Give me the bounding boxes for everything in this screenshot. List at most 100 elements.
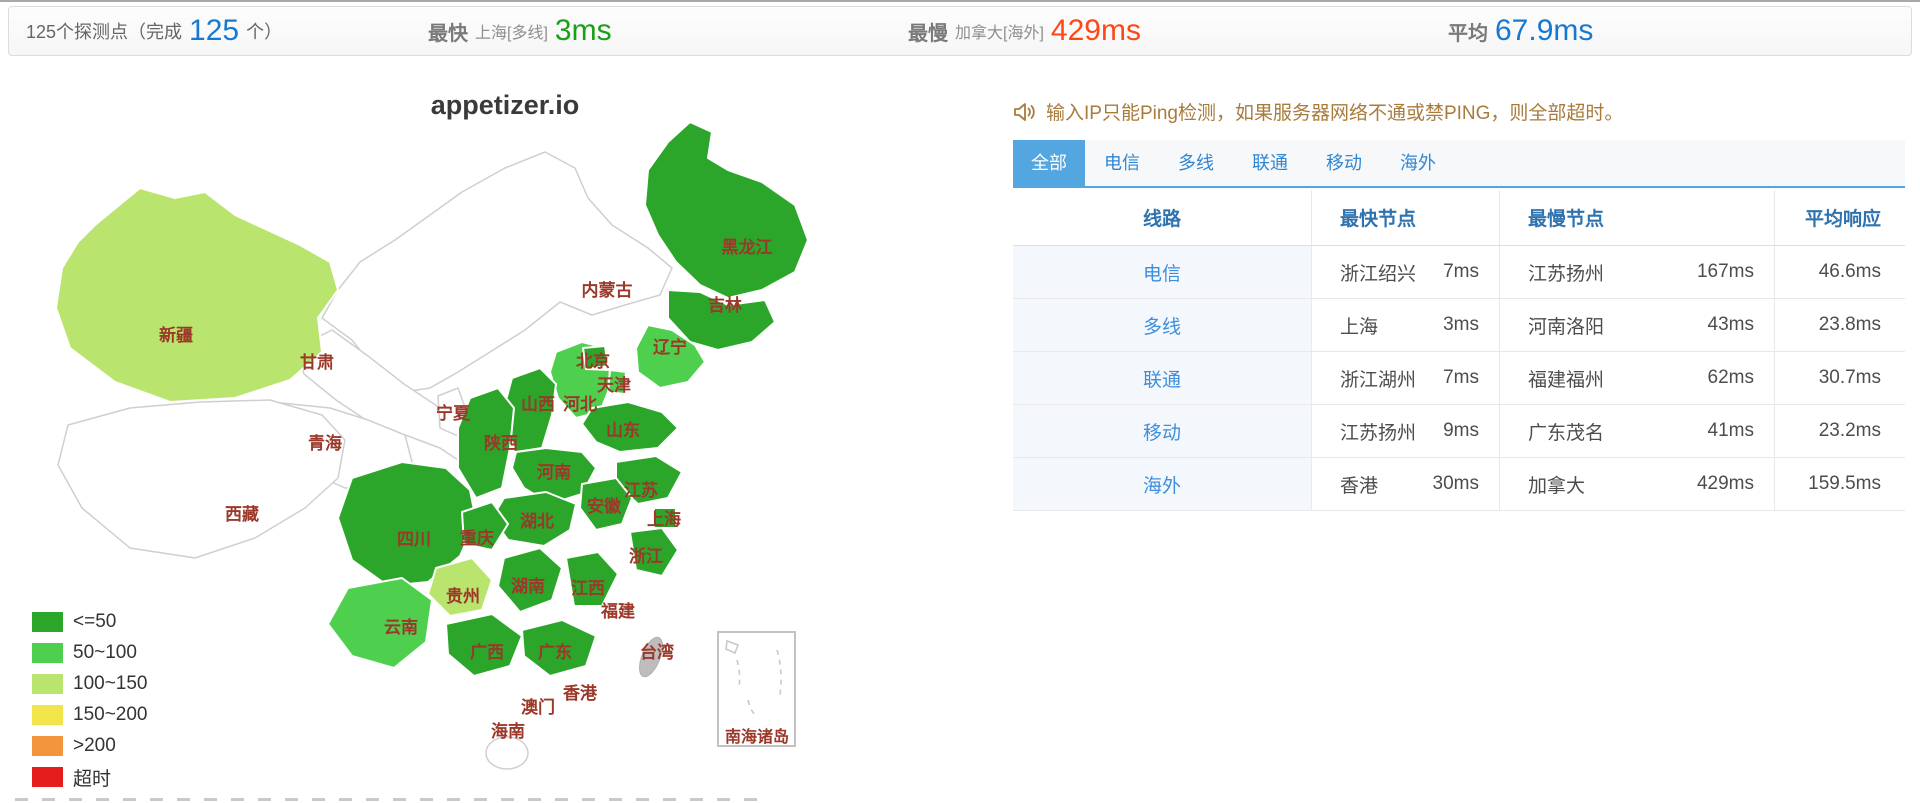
slowest-node-ms: 429ms: [1696, 473, 1754, 494]
slowest-node-ms: 167ms: [1696, 261, 1754, 282]
legend-swatch: [32, 674, 63, 694]
average-stat: 平均 67.9ms: [1448, 7, 1593, 55]
province-neimenggu: [321, 151, 673, 393]
legend-label: <=50: [73, 611, 117, 632]
province-label-shandong: 山东: [606, 420, 640, 440]
province-jiangxi: [565, 551, 619, 607]
legend-item: 超时: [32, 767, 148, 790]
probes-suffix: 个）: [246, 22, 283, 42]
fastest-label: 最快: [428, 22, 468, 45]
legend-label: 超时: [73, 768, 112, 790]
fastest-node-ms: 9ms: [1443, 420, 1479, 441]
cell-fastest: 上海 3ms: [1312, 299, 1500, 351]
province-chongqing: [461, 501, 509, 551]
province-guizhou: [427, 557, 493, 617]
cell-fastest: 浙江绍兴 7ms: [1312, 246, 1500, 298]
province-label-hubei: 湖北: [520, 512, 554, 531]
fastest-node-name: 江苏扬州: [1340, 422, 1417, 444]
slowest-node-name: 河南洛阳: [1528, 316, 1605, 338]
cell-average: 46.6ms: [1818, 261, 1881, 282]
tab-unicom[interactable]: 联通: [1252, 153, 1288, 173]
cell-fastest: 香港 30ms: [1312, 458, 1500, 510]
ping-notice: 输入IP只能Ping检测，如果服务器网络不通或禁PING，则全部超时。: [1012, 98, 1623, 125]
cell-average: 30.7ms: [1818, 367, 1881, 388]
speaker-icon: [1014, 102, 1035, 121]
legend-item: 150~200: [32, 704, 148, 725]
province-label-taiwan: 台湾: [640, 642, 674, 662]
fastest-node-name: 浙江绍兴: [1340, 263, 1417, 285]
fastest-value: 3ms: [554, 14, 612, 47]
cell-line: 海外: [1013, 458, 1312, 510]
slowest-label: 最慢: [908, 22, 948, 45]
map-title: appetizer.io: [430, 90, 580, 120]
province-zhejiang: [629, 527, 679, 577]
province-label-beijing: 北京: [576, 351, 610, 371]
latency-table: 线路 最快节点 最慢节点 平均响应 电信 浙江绍兴 7ms 江苏扬州 167ms 46.6…: [1013, 190, 1905, 511]
province-label-shanghai: 上海: [647, 509, 681, 529]
legend-label: 50~100: [73, 642, 137, 663]
fastest-node: 上海[多线]: [475, 25, 548, 42]
province-label-xizang: 西藏: [225, 505, 259, 524]
province-sichuan: [337, 461, 477, 587]
province-label-tianjin: 天津: [597, 375, 631, 395]
province-label-jilin: 吉林: [708, 295, 742, 315]
province-hainan: [485, 736, 529, 770]
province-label-chongqing: 重庆: [460, 528, 494, 548]
province-label-jiangxi: 江西: [571, 579, 605, 598]
probes-prefix: 125个探测点（完成: [26, 22, 183, 42]
slowest-value: 429ms: [1050, 14, 1141, 47]
province-label-hunan: 湖南: [511, 576, 545, 596]
slowest-node-ms: 43ms: [1707, 314, 1754, 335]
header-fastest: 最快节点: [1312, 190, 1500, 245]
cell-fastest: 江苏扬州 9ms: [1312, 405, 1500, 457]
province-tianjin: [607, 369, 627, 395]
legend-swatch: [32, 705, 63, 725]
header-slowest: 最慢节点: [1500, 190, 1775, 245]
tab-telecom[interactable]: 电信: [1104, 153, 1140, 173]
slowest-node-ms: 41ms: [1707, 420, 1754, 441]
legend-label: 100~150: [73, 673, 148, 694]
legend-swatch: [32, 736, 63, 756]
probes-count: 125: [189, 14, 240, 47]
cell-average: 159.5ms: [1808, 473, 1881, 494]
province-taiwan: [639, 636, 663, 678]
tab-all[interactable]: 全部: [1013, 140, 1085, 186]
line-tabs: 全部 电信 多线 联通 移动 海外: [1013, 140, 1905, 188]
fastest-node-ms: 3ms: [1443, 314, 1479, 335]
slowest-node: 加拿大[海外]: [955, 25, 1044, 42]
table-row: 移动 江苏扬州 9ms 广东茂名 41ms 23.2ms: [1013, 405, 1905, 458]
fastest-node-name: 浙江湖州: [1340, 369, 1417, 391]
province-shanghai: [653, 507, 677, 529]
cell-slowest: 广东茂名 41ms: [1500, 405, 1775, 457]
cell-slowest: 加拿大 429ms: [1500, 458, 1775, 510]
province-label-gansu: 甘肃: [300, 352, 334, 372]
province-label-sichuan: 四川: [397, 530, 431, 549]
tab-multiline[interactable]: 多线: [1178, 153, 1214, 173]
province-guangxi: [445, 613, 523, 677]
slowest-node-name: 广东茂名: [1528, 422, 1605, 444]
province-label-xinjiang: 新疆: [159, 325, 193, 345]
province-label-zhejiang: 浙江: [629, 546, 663, 566]
cell-line: 移动: [1013, 405, 1312, 457]
legend-item: >200: [32, 735, 148, 756]
fastest-node-ms: 7ms: [1443, 261, 1479, 282]
province-heilongjiang: [644, 121, 809, 299]
province-label-macau: 澳门: [521, 697, 555, 717]
fastest-node-ms: 30ms: [1432, 473, 1479, 494]
cell-line: 联通: [1013, 352, 1312, 404]
province-label-neimenggu: 内蒙古: [582, 280, 633, 300]
header-line: 线路: [1013, 190, 1312, 245]
legend-swatch: [32, 643, 63, 663]
cutoff-content-edge: [15, 798, 760, 801]
cell-line: 多线: [1013, 299, 1312, 351]
province-label-yunnan: 云南: [384, 617, 418, 637]
legend-label: 150~200: [73, 704, 148, 725]
average-value: 67.9ms: [1495, 14, 1594, 47]
province-label-ningxia: 宁夏: [436, 403, 471, 423]
province-label-guangdong: 广东: [538, 642, 572, 662]
stats-bar: 125个探测点（完成 125 个） 最快 上海[多线] 3ms 最慢 加拿大[海…: [8, 6, 1912, 56]
tab-overseas[interactable]: 海外: [1400, 153, 1436, 173]
tab-mobile[interactable]: 移动: [1326, 153, 1362, 173]
slowest-node-name: 江苏扬州: [1528, 263, 1605, 285]
